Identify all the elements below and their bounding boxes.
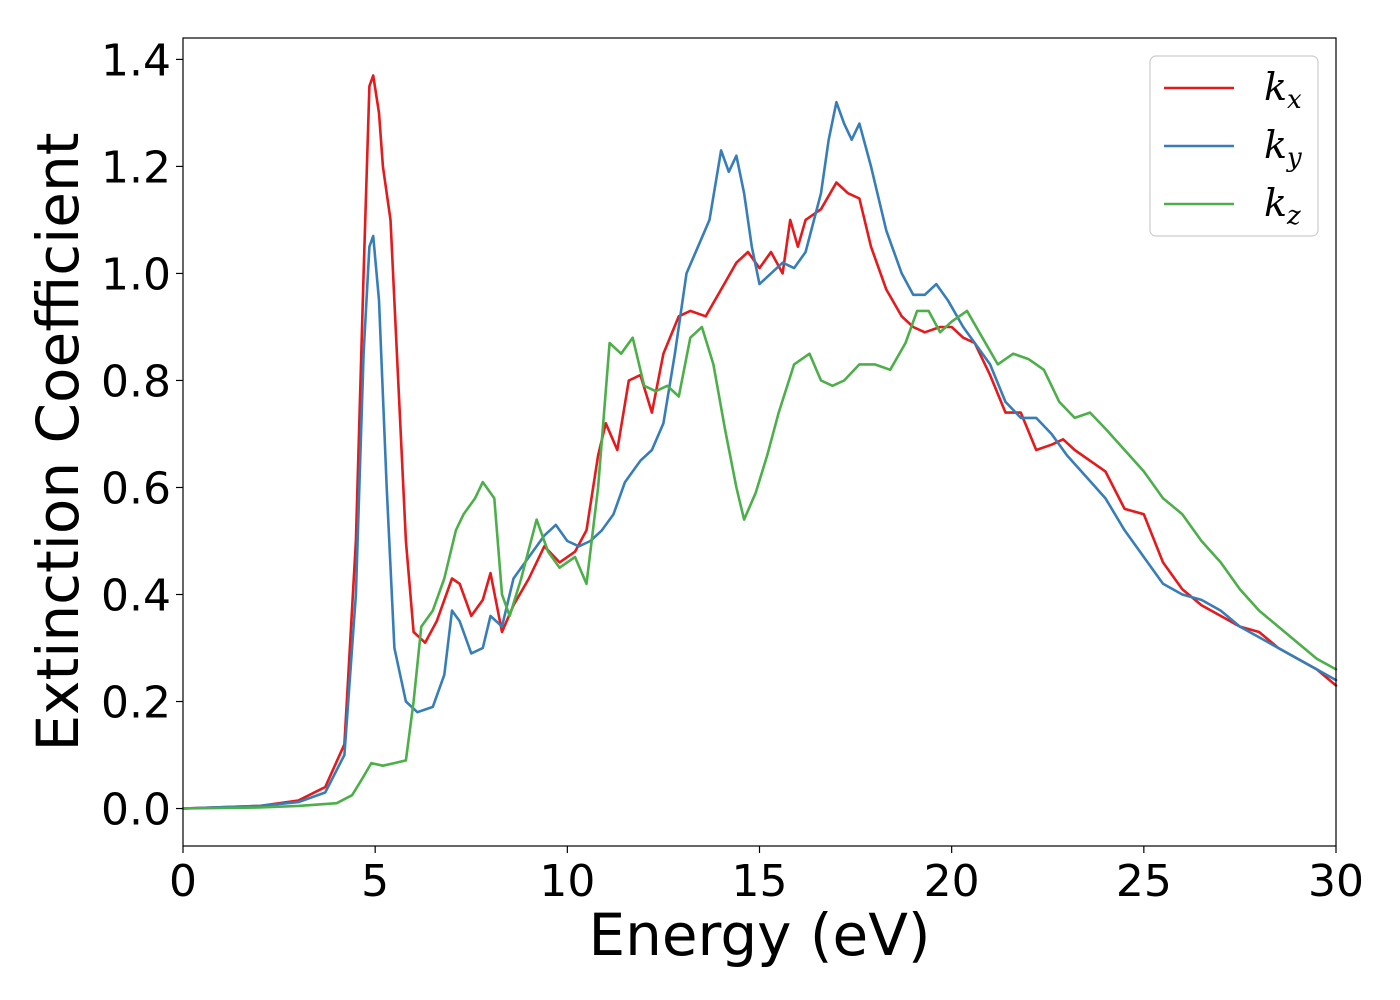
x-tick-label: 0 bbox=[169, 856, 197, 907]
x-tick-label: 30 bbox=[1308, 856, 1364, 907]
legend-label-x: kx bbox=[1264, 65, 1302, 115]
y-tick-label: 1.4 bbox=[101, 35, 171, 86]
y-tick-label: 0.8 bbox=[101, 356, 171, 407]
x-tick-label: 5 bbox=[361, 856, 389, 907]
legend: kx ky kz bbox=[1149, 55, 1319, 237]
y-axis-ticks: 0.0 0.2 0.4 0.6 0.8 1.0 1.2 1.4 bbox=[101, 35, 183, 836]
y-tick-label: 1.2 bbox=[101, 142, 171, 193]
x-axis-ticks: 0 5 10 15 20 25 30 bbox=[169, 846, 1364, 907]
x-tick-label: 25 bbox=[1116, 856, 1172, 907]
x-tick-label: 20 bbox=[924, 856, 980, 907]
y-axis-title: Extinction Coefficient bbox=[24, 133, 92, 752]
y-tick-label: 0.0 bbox=[101, 785, 171, 836]
legend-label-z: kz bbox=[1264, 181, 1301, 231]
series-line-z bbox=[181, 309, 1338, 810]
series-line-y bbox=[181, 100, 1338, 810]
series-line-x bbox=[181, 74, 1338, 810]
legend-label-y: ky bbox=[1264, 123, 1302, 173]
y-tick-label: 0.2 bbox=[101, 678, 171, 729]
x-axis-title: Energy (eV) bbox=[588, 901, 930, 969]
y-tick-label: 0.6 bbox=[101, 463, 171, 514]
x-tick-label: 10 bbox=[539, 856, 595, 907]
y-tick-label: 0.4 bbox=[101, 571, 171, 622]
x-tick-label: 15 bbox=[732, 856, 788, 907]
series-lines bbox=[181, 74, 1338, 810]
y-tick-label: 1.0 bbox=[101, 249, 171, 300]
